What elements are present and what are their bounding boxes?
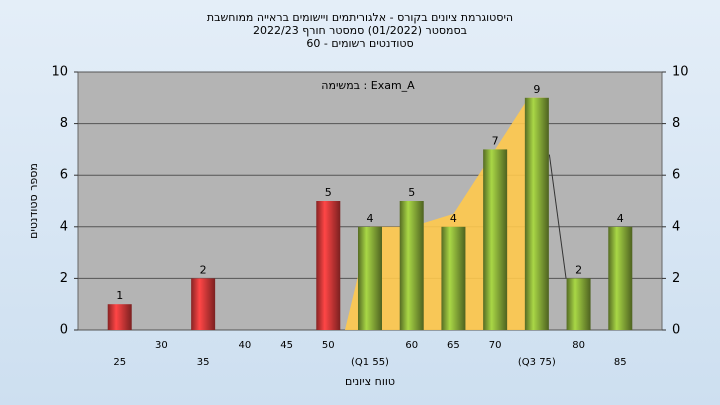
- x-tick-label: 50: [322, 340, 335, 351]
- bar: [566, 278, 591, 330]
- x-tick-label: 40: [238, 340, 251, 351]
- data-label: 2: [200, 263, 207, 276]
- y-tick-label: 0: [60, 323, 68, 338]
- x-tick-label: 25: [113, 357, 126, 368]
- chart-title: סטודנטים רשומים - 60: [306, 37, 413, 50]
- y-tick-label: 10: [51, 65, 68, 80]
- y-tick-label: 8: [60, 116, 68, 131]
- data-label: 4: [450, 212, 457, 225]
- data-label: 5: [325, 186, 332, 199]
- bar: [316, 201, 341, 330]
- bar: [358, 226, 382, 330]
- x-tick-label: 65: [447, 340, 460, 351]
- data-label: 4: [367, 212, 374, 225]
- y2-tick-label: 10: [672, 65, 689, 80]
- y-tick-label: 2: [60, 271, 68, 286]
- chart-title: בסמסטר (01/2022) סמסטר חורף 2022/23: [253, 24, 467, 37]
- y2-tick-label: 2: [672, 271, 680, 286]
- x-tick-label: 70: [489, 340, 502, 351]
- x-tick-label: (Q1 55): [351, 357, 389, 368]
- bar: [441, 226, 466, 330]
- data-label: 9: [533, 83, 540, 96]
- chart-title: היסטוגרמת ציונים בקורס - אלגוריתמים וייש…: [207, 11, 513, 24]
- y-tick-label: 6: [60, 168, 68, 183]
- x-tick-label: 30: [155, 340, 168, 351]
- y2-tick-label: 4: [672, 219, 680, 234]
- y2-tick-label: 0: [672, 323, 680, 338]
- bar: [399, 201, 424, 330]
- bar: [608, 226, 633, 330]
- line: [548, 154, 567, 279]
- bar: [191, 278, 216, 330]
- data-label: 1: [116, 289, 123, 302]
- data-label: 4: [617, 212, 624, 225]
- data-label: 5: [408, 186, 415, 199]
- x-tick-label: 45: [280, 340, 293, 351]
- x-tick-label: (Q3 75): [518, 357, 556, 368]
- y2-tick-label: 8: [672, 116, 680, 131]
- x-axis-label: טווח ציונים: [345, 375, 395, 388]
- x-tick-label: 35: [197, 357, 210, 368]
- y-tick-label: 4: [60, 219, 68, 234]
- annotation: במשימה : Exam_A: [321, 79, 415, 92]
- x-tick-label: 80: [572, 340, 585, 351]
- data-label: 7: [492, 134, 499, 147]
- bar: [483, 149, 508, 330]
- y2-tick-label: 6: [672, 168, 680, 183]
- bar: [107, 304, 132, 330]
- x-tick-label: 85: [614, 357, 627, 368]
- y-axis-label: מספר סטודנטים: [27, 163, 40, 239]
- bar: [524, 97, 549, 330]
- data-label: 2: [575, 263, 582, 276]
- x-tick-label: 60: [405, 340, 418, 351]
